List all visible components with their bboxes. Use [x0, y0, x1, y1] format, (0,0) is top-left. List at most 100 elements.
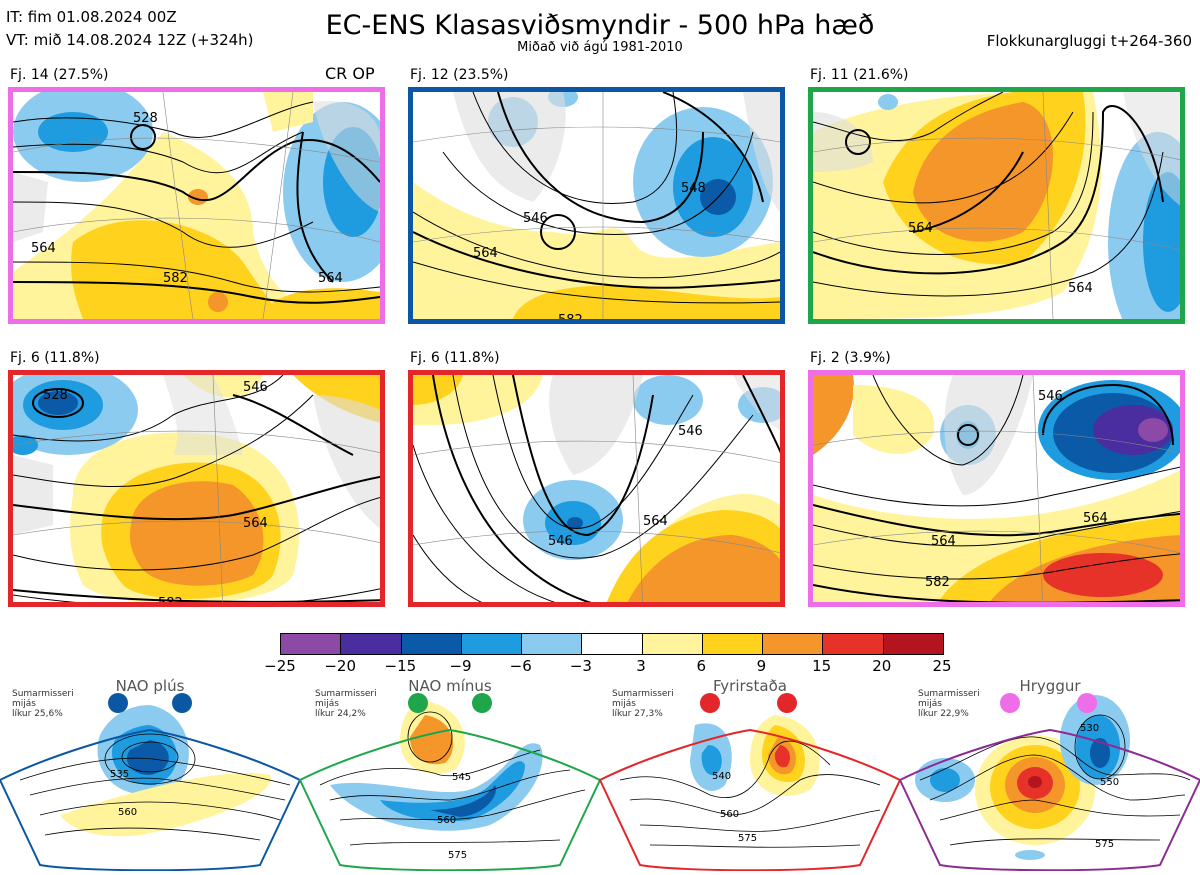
panel-5-contour-label: 546: [678, 424, 703, 439]
panel-2-contour-label: 548: [681, 181, 706, 196]
cluster-map-4: 528 546 564 582: [13, 375, 380, 607]
cluster-map-1: 564 582 528 564: [13, 92, 380, 319]
regime-3-season: Sumarmisseri: [612, 689, 674, 699]
panel-1-contour-label: 582: [163, 271, 188, 286]
cluster-map-panel-2: 546 564 582 548: [408, 87, 785, 324]
regime-3-contour-label: 575: [738, 833, 757, 844]
regime-3-info: Sumarmisseri mijás líkur 27,3%: [612, 689, 674, 719]
regime-maps: 535 560 545 560 575: [0, 693, 1200, 872]
panel-2-contour-label: 546: [523, 211, 548, 226]
regime-4-probability: líkur 22,9%: [918, 709, 969, 719]
page-subtitle: Miðað við ágú 1981-2010: [517, 40, 683, 55]
panel-3-contour-label: 564: [1068, 281, 1093, 296]
regime-1-mean: mijás: [12, 699, 36, 709]
colorbar-tick-label: −25: [264, 657, 296, 675]
panel-5-contour-label: 564: [643, 514, 668, 529]
regime-2-contour-label: 575: [448, 850, 467, 861]
panel-1-contour-label: 528: [133, 111, 158, 126]
regime-1-contour-label: 560: [118, 807, 137, 818]
regime-4-info: Sumarmisseri mijás líkur 22,9%: [918, 689, 980, 719]
regime-3-mean: mijás: [612, 699, 636, 709]
colorbar-segment: [883, 634, 943, 654]
header-info: IT: fim 01.08.2024 00Z VT: mið 14.08.202…: [6, 6, 254, 52]
colorbar-segment: [642, 634, 703, 654]
panel-4-contour-label: 546: [243, 380, 268, 395]
regime-3-contour-label: 540: [712, 771, 731, 782]
colorbar-tick-label: −6: [509, 657, 532, 675]
colorbar-tick-label: −15: [384, 657, 417, 675]
regime-2-season: Sumarmisseri: [315, 689, 377, 699]
colorbar-tick-label: 3: [636, 657, 646, 675]
panel-1-contour-label: 564: [318, 271, 343, 286]
panel-6-contour-label: 564: [931, 534, 956, 549]
regime-1-probability: líkur 25,6%: [12, 709, 63, 719]
regime-row: 535 560 545 560 575: [0, 675, 1200, 872]
panel-4-contour-label: 582: [158, 596, 183, 607]
colorbar-segment: [763, 634, 824, 654]
regime-1-title: NAO plús: [115, 677, 185, 695]
regime-4-title: Hryggur: [1019, 677, 1081, 695]
regime-4-contour-label: 550: [1100, 777, 1119, 788]
regime-4-contour-label: 530: [1080, 723, 1099, 734]
regime-map-hryggur: 530 550 575: [898, 693, 1200, 872]
regime-1-info: Sumarmisseri mijás líkur 25,6%: [12, 689, 74, 719]
cluster-map-6: 546 564 582 564: [813, 375, 1180, 602]
panel-5-label: Fj. 6 (11.8%): [410, 350, 500, 366]
panel-6-contour-label: 582: [925, 575, 950, 590]
colorbar-tick-label: 15: [812, 657, 832, 675]
colorbar-segment: [582, 634, 643, 654]
regime-1-season: Sumarmisseri: [12, 689, 74, 699]
panel-3-contour-label: 564: [908, 221, 933, 236]
regime-map-nao-plus: 535 560: [0, 693, 302, 872]
regime-2-mean: mijás: [315, 699, 339, 709]
panel-5-contour-label: 582: [563, 606, 588, 607]
panel-6-contour-label: 564: [1083, 511, 1108, 526]
cluster-map-panel-5: 546 564 582 546: [408, 370, 785, 607]
panel-1-contour-label: 564: [31, 241, 56, 256]
panel-1-label: Fj. 14 (27.5%): [10, 67, 109, 83]
colorbar-segment: [401, 634, 462, 654]
regime-2-title: NAO mínus: [408, 677, 492, 695]
page-title: EC-ENS Klasasviðsmyndir - 500 hPa hæð: [325, 10, 875, 41]
valid-time: VT: mið 14.08.2024 12Z (+324h): [6, 31, 254, 49]
panel-4-label: Fj. 6 (11.8%): [10, 350, 100, 366]
regime-4-mean: mijás: [918, 699, 942, 709]
cluster-map-panel-6: 546 564 582 564: [808, 370, 1185, 607]
colorbar-tick-label: 9: [756, 657, 767, 675]
colorbar-segment: [341, 634, 402, 654]
panel-6-label: Fj. 2 (3.9%): [810, 350, 891, 366]
panel-2-contour-label: 564: [473, 246, 498, 261]
colorbar-tick-label: −3: [569, 657, 592, 675]
colorbar-segment: [823, 634, 884, 654]
colorbar-tick-label: 6: [696, 657, 707, 675]
colorbar-segment: [522, 634, 583, 654]
regime-2-contour-label: 545: [452, 772, 471, 783]
cluster-map-3: 564 564: [813, 92, 1180, 319]
regime-2-probability: líkur 24,2%: [315, 709, 366, 719]
cluster-map-2: 546 564 582 548: [413, 92, 780, 319]
regime-2-info: Sumarmisseri mijás líkur 24,2%: [315, 689, 377, 719]
regime-2-contour-label: 560: [437, 815, 456, 826]
colorbar-tick-label: −9: [449, 657, 472, 675]
panel-4-contour-label: 564: [243, 516, 268, 531]
colorbar-tick-label: 25: [932, 657, 952, 675]
cluster-map-5: 546 564 582 546: [413, 375, 780, 607]
regime-4-season: Sumarmisseri: [918, 689, 980, 699]
classification-window: Flokkunargluggi t+264-360: [986, 32, 1192, 50]
regime-map-fyrirstada: 540 560 575: [598, 693, 902, 872]
regime-3-probability: líkur 27,3%: [612, 709, 663, 719]
regime-4-contour-label: 575: [1095, 839, 1114, 850]
cluster-map-panel-1: 564 582 528 564: [8, 87, 385, 324]
init-time: IT: fim 01.08.2024 00Z: [6, 8, 177, 26]
colorbar-segment: [281, 634, 342, 654]
panel-2-contour-label: 582: [558, 313, 583, 319]
panel-3-label: Fj. 11 (21.6%): [810, 67, 909, 83]
cluster-map-panel-4: 528 546 564 582: [8, 370, 385, 607]
panel-6-contour-label: 546: [1038, 389, 1063, 404]
regime-1-contour-label: 535: [110, 769, 129, 780]
panel-5-contour-label: 546: [548, 534, 573, 549]
panel-1-cr-op: CR OP: [325, 64, 375, 83]
panel-4-contour-label: 528: [43, 388, 68, 403]
regime-map-nao-minus: 545 560 575: [298, 693, 602, 872]
colorbar-segment: [461, 634, 523, 654]
